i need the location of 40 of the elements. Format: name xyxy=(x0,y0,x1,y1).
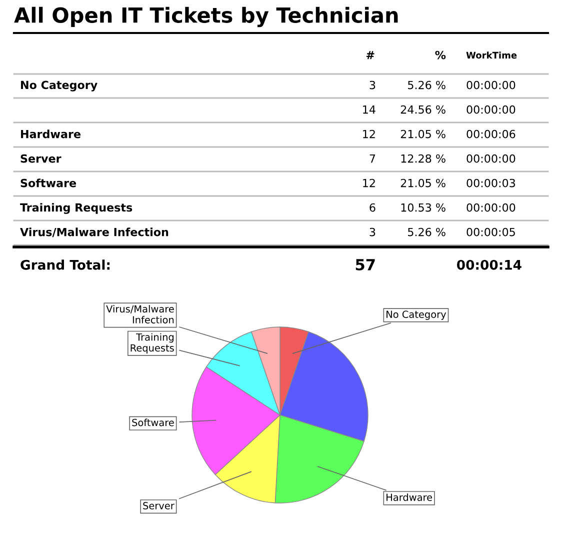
text: 00:00:00 xyxy=(466,203,516,212)
text: 7 xyxy=(370,154,376,163)
text: 00:00:03 xyxy=(466,178,516,188)
category-label: Software xyxy=(20,178,76,188)
text: 00:00:00 xyxy=(466,154,516,163)
category-label: Virus/Malware Infection xyxy=(20,228,168,238)
text: 3 xyxy=(370,80,376,90)
slice-label: Server xyxy=(143,502,174,510)
text: 00:00:14 xyxy=(456,260,522,270)
text: 6 xyxy=(370,203,376,212)
slice-label: No Category xyxy=(386,310,446,320)
text: 12.28 % xyxy=(401,154,446,163)
text: Grand Total: xyxy=(20,260,110,270)
text: 57 xyxy=(356,259,375,270)
text: 21.05 % xyxy=(400,178,446,188)
text: 10.53 % xyxy=(401,203,446,212)
text: 5.26 % xyxy=(408,228,446,236)
slice-label: Training Requests xyxy=(130,333,174,354)
slice-label: Software xyxy=(132,418,174,426)
slice-label: Virus/Malware Infection xyxy=(106,305,174,324)
category-label: Server xyxy=(20,154,62,163)
text: 00:00:00 xyxy=(466,80,516,90)
text: 3 xyxy=(370,228,376,236)
text: 12 xyxy=(363,178,375,188)
text: WorkTime xyxy=(466,52,517,59)
text: 24.56 % xyxy=(400,105,446,114)
text: 5.26 % xyxy=(408,80,446,90)
text: # xyxy=(366,51,374,60)
category-label: Hardware xyxy=(21,130,80,138)
slice-label: Hardware xyxy=(386,493,432,501)
text: 00:00:05 xyxy=(466,228,515,236)
text: 12 xyxy=(363,130,375,138)
text: 00:00:06 xyxy=(466,130,516,138)
text: 21.05 % xyxy=(400,130,446,138)
text: % xyxy=(435,50,446,60)
text: 14 xyxy=(363,105,376,114)
chart-title: All Open IT Tickets by Technician xyxy=(14,6,398,28)
category-label: No Category xyxy=(21,80,98,92)
category-label: Training Requests xyxy=(20,203,132,214)
text: 00:00:00 xyxy=(466,105,516,114)
